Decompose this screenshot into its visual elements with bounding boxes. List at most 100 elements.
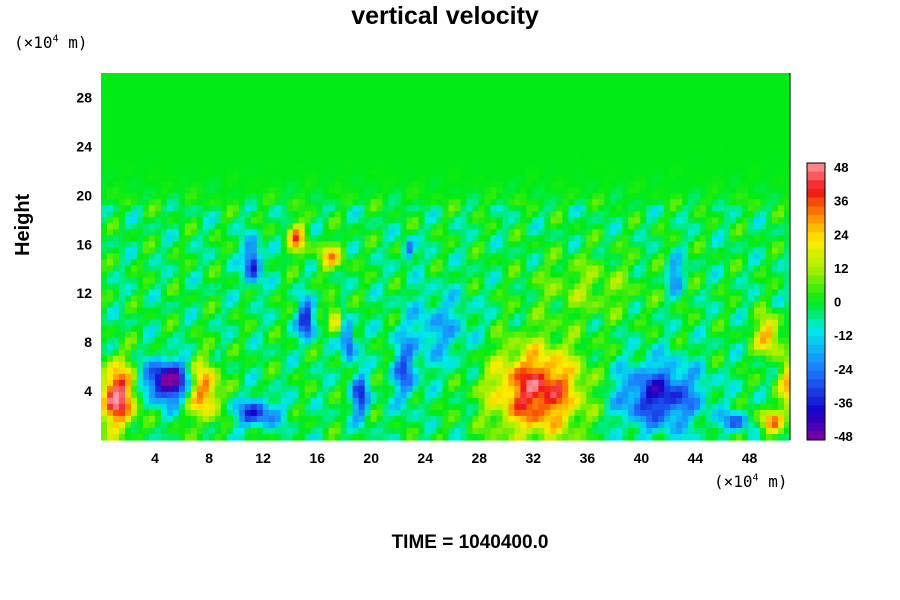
field-cell — [436, 319, 444, 327]
field-cell — [436, 205, 444, 212]
field-cell — [340, 97, 348, 104]
field-cell — [256, 103, 264, 110]
field-cell — [616, 85, 623, 92]
field-cell — [424, 265, 432, 273]
field-cell — [520, 265, 527, 273]
field-cell — [640, 229, 647, 237]
field-cell — [718, 139, 725, 146]
field-cell — [760, 241, 767, 249]
field-cell — [202, 313, 210, 321]
field-cell — [208, 199, 216, 206]
field-cell — [124, 289, 132, 297]
field-cell — [742, 319, 749, 327]
field-cell — [694, 115, 701, 122]
field-cell — [508, 271, 515, 279]
field-cell — [322, 73, 330, 80]
field-cell — [334, 253, 342, 261]
field-cell — [280, 163, 288, 170]
field-cell — [382, 247, 390, 255]
field-cell — [634, 199, 641, 206]
field-cell — [502, 283, 510, 291]
field-cell — [214, 157, 222, 164]
field-cell — [406, 181, 414, 188]
field-cell — [658, 79, 665, 86]
field-cell — [238, 223, 246, 231]
field-cell — [634, 145, 641, 152]
field-cell — [262, 205, 270, 212]
field-cell — [520, 145, 527, 152]
field-cell — [214, 283, 222, 291]
field-cell — [298, 205, 306, 212]
field-cell — [244, 181, 252, 188]
field-cell — [370, 307, 378, 315]
field-cell — [280, 331, 288, 339]
field-cell — [154, 163, 162, 170]
field-cell — [106, 283, 114, 291]
field-cell — [460, 73, 468, 80]
field-cell — [388, 307, 396, 315]
field-cell — [718, 217, 725, 225]
field-cell — [130, 115, 138, 122]
field-cell — [418, 253, 426, 261]
field-cell — [706, 73, 713, 80]
field-cell — [418, 187, 426, 194]
field-cell — [112, 295, 120, 303]
field-cell — [682, 223, 689, 231]
field-cell — [676, 121, 683, 128]
field-cell — [178, 151, 186, 158]
field-cell — [682, 325, 689, 333]
field-cell — [322, 145, 330, 152]
field-cell — [178, 271, 186, 279]
field-cell — [676, 151, 683, 158]
field-cell — [694, 79, 701, 86]
field-cell — [454, 169, 462, 176]
field-cell — [568, 103, 575, 110]
field-cell — [268, 217, 276, 225]
field-cell — [118, 199, 126, 206]
field-cell — [208, 97, 216, 104]
field-cell — [160, 331, 168, 339]
field-cell — [748, 181, 755, 188]
field-cell — [490, 151, 498, 158]
field-cell — [430, 319, 438, 327]
field-cell — [208, 277, 216, 285]
field-cell — [484, 139, 492, 146]
field-cell — [448, 229, 456, 237]
field-cell — [220, 271, 228, 279]
field-cell — [130, 145, 138, 152]
field-cell — [652, 247, 659, 255]
field-cell — [574, 115, 581, 122]
field-cell — [700, 187, 707, 194]
field-cell — [208, 319, 216, 327]
field-cell — [208, 115, 216, 122]
field-cell — [676, 109, 683, 116]
field-cell — [742, 241, 749, 249]
field-cell — [604, 187, 611, 194]
field-cell — [430, 247, 438, 255]
field-cell — [412, 211, 420, 218]
field-cell — [124, 199, 132, 206]
field-cell — [232, 247, 240, 255]
field-cell — [784, 229, 791, 237]
field-cell — [382, 211, 390, 218]
field-cell — [466, 151, 474, 158]
field-cell — [376, 115, 384, 122]
field-cell — [376, 253, 384, 261]
field-cell — [328, 277, 336, 285]
field-cell — [430, 121, 438, 128]
field-cell — [628, 223, 635, 231]
field-cell — [448, 121, 456, 128]
field-cell — [232, 229, 240, 237]
field-cell — [652, 205, 659, 212]
field-cell — [520, 211, 527, 218]
field-cell — [101, 331, 108, 339]
field-cell — [478, 247, 486, 255]
field-cell — [382, 169, 390, 176]
field-cell — [454, 181, 462, 188]
field-cell — [712, 151, 719, 158]
field-cell — [334, 187, 342, 194]
field-cell — [544, 181, 551, 188]
field-cell — [244, 229, 252, 237]
field-cell — [202, 127, 210, 134]
field-cell — [364, 91, 372, 98]
